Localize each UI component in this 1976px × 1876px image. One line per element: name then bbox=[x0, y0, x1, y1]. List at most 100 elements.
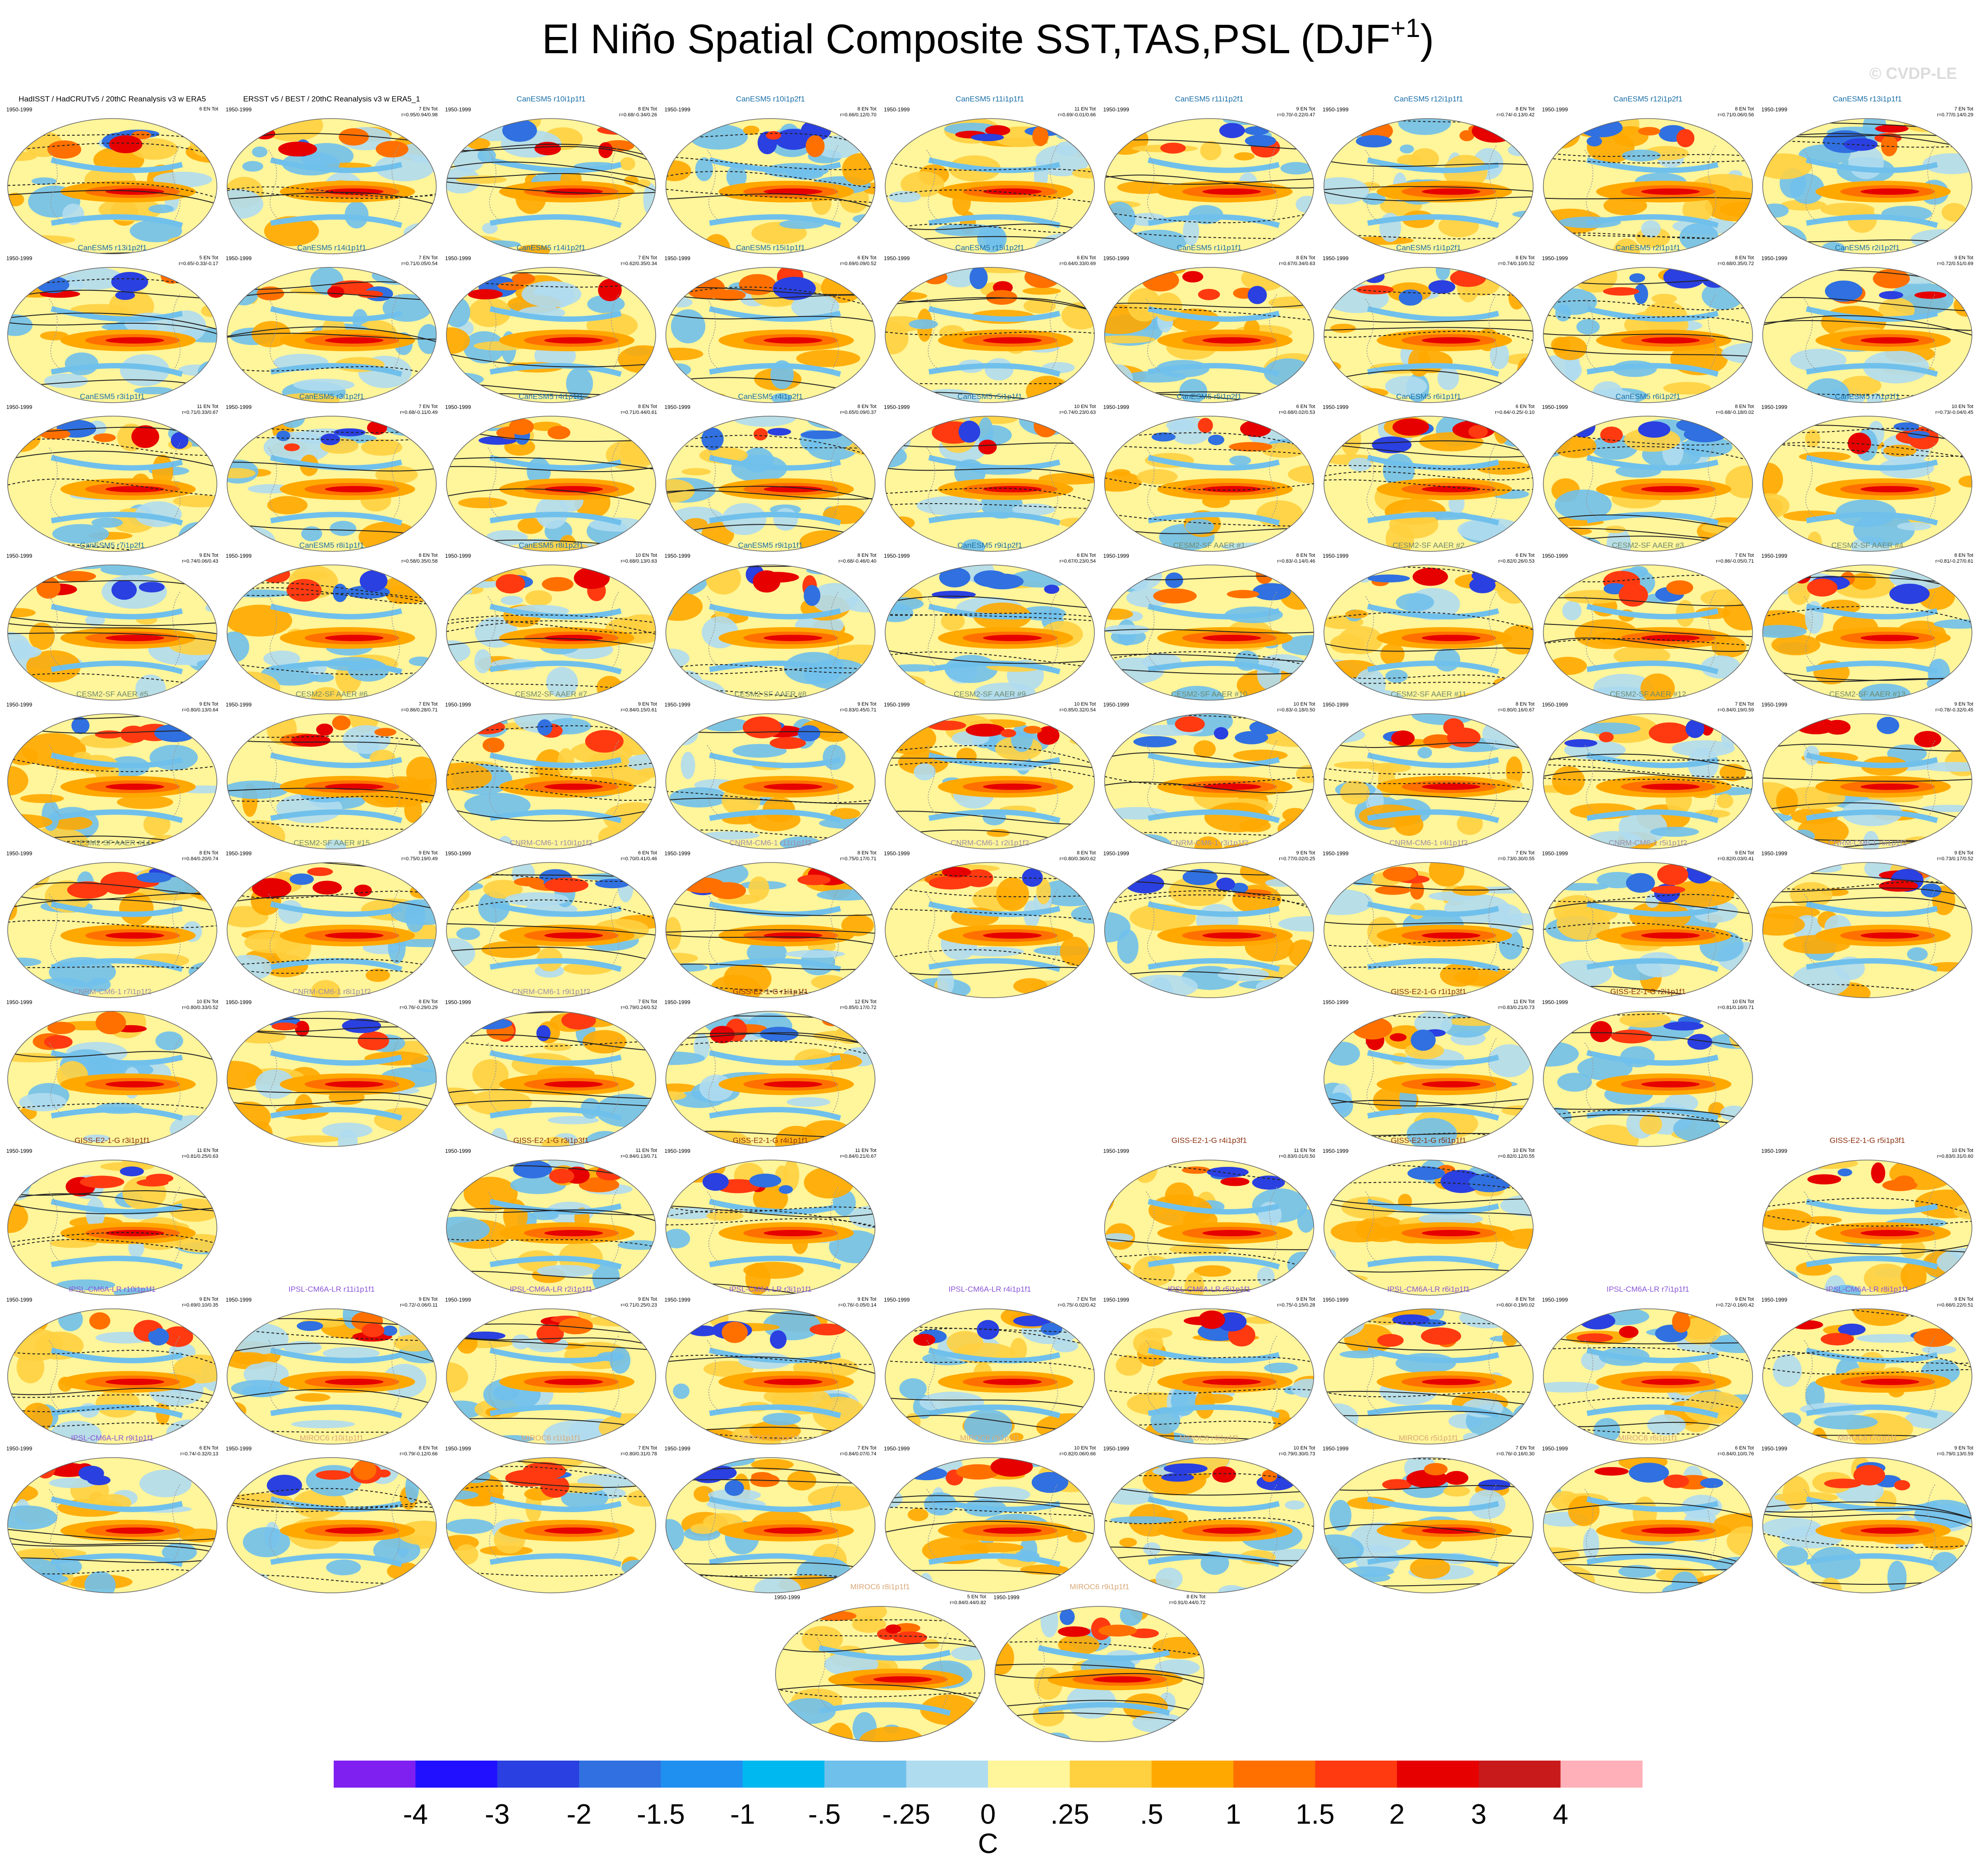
map-outline bbox=[7, 1011, 217, 1147]
psl-contour bbox=[1543, 1554, 1753, 1569]
psl-contour bbox=[1543, 1503, 1753, 1518]
panel-events: 8 EN Tot bbox=[1516, 106, 1535, 112]
map bbox=[885, 565, 1094, 700]
map-outline bbox=[1104, 713, 1314, 849]
wing bbox=[1806, 901, 1938, 917]
psl-contour bbox=[227, 1488, 437, 1507]
panel-period: 1950-1999 bbox=[884, 1297, 910, 1303]
panel-title: CanESM5 r6i1p1f1 bbox=[1396, 392, 1461, 401]
wing bbox=[489, 1107, 622, 1121]
high-latitude-patch bbox=[115, 290, 135, 300]
anomaly-patch bbox=[1335, 714, 1358, 736]
anomaly-patch bbox=[944, 123, 1000, 136]
anomaly-patch bbox=[995, 1610, 1023, 1624]
high-latitude-patch bbox=[712, 289, 746, 301]
panel-title: IPSL-CM6A-LR r9i1p1f1 bbox=[71, 1434, 153, 1442]
anomaly-patch bbox=[1324, 1534, 1364, 1565]
map-outline bbox=[1104, 1457, 1314, 1593]
map-outline bbox=[446, 862, 656, 998]
map-outline bbox=[1762, 1160, 1972, 1296]
enso-tongue bbox=[1422, 188, 1480, 195]
panel-stats: r=0.68/0.35/0.72 bbox=[1718, 261, 1754, 266]
panel-title: CNRM-CM6-1 r4i1p1f2 bbox=[1389, 839, 1468, 847]
panel-period: 1950-1999 bbox=[445, 553, 471, 559]
psl-contour bbox=[1543, 1110, 1753, 1130]
anomaly-patch bbox=[542, 1137, 570, 1147]
psl-contour bbox=[1543, 446, 1753, 462]
psl-contour bbox=[1104, 894, 1314, 907]
anomaly-patch bbox=[13, 1170, 32, 1193]
wing bbox=[928, 1553, 1061, 1567]
psl-contour bbox=[995, 1700, 1204, 1714]
map bbox=[8, 119, 217, 254]
panel-stats: r=0.67/0.23/0.54 bbox=[1060, 559, 1096, 564]
panel-events: 8 EN Tot bbox=[1735, 255, 1754, 261]
anomaly-patch bbox=[1482, 718, 1533, 750]
anomaly-patch bbox=[229, 280, 259, 306]
wing bbox=[489, 958, 622, 972]
panel-stats: r=0.72/-0.06/0.11 bbox=[400, 1303, 437, 1308]
panel-events: 8 EN Tot bbox=[1186, 1594, 1205, 1600]
panel-title: CNRM-CM6-1 r10i1p1f2 bbox=[510, 839, 592, 847]
psl-contour bbox=[885, 468, 1094, 479]
wing bbox=[1806, 1348, 1938, 1363]
map-outline bbox=[1762, 564, 1972, 701]
panel-title: IPSL-CM6A-LR r11i1p1f1 bbox=[289, 1285, 375, 1293]
wing bbox=[709, 455, 841, 471]
high-latitude-patch bbox=[111, 580, 137, 600]
psl-contour bbox=[1763, 1214, 1972, 1227]
psl-contour bbox=[1763, 897, 1972, 911]
panel-period: 1950-1999 bbox=[665, 999, 691, 1005]
high-latitude-patch bbox=[536, 1025, 551, 1041]
panel-period: 1950-1999 bbox=[445, 1297, 471, 1303]
anomaly-patch bbox=[1911, 229, 1970, 250]
enso-tongue bbox=[106, 784, 164, 790]
anomaly-patch bbox=[811, 583, 859, 614]
map bbox=[227, 1458, 437, 1593]
anomaly-patch bbox=[885, 603, 914, 623]
coastline bbox=[1804, 443, 1936, 520]
psl-contour bbox=[8, 1422, 217, 1434]
map bbox=[8, 862, 217, 998]
panel-period: 1950-1999 bbox=[226, 850, 252, 857]
panel-title: CanESM5 r14i1p1f1 bbox=[297, 243, 366, 252]
anomaly-patch bbox=[749, 1421, 801, 1441]
high-latitude-patch bbox=[1213, 727, 1229, 740]
anomaly-patch bbox=[1013, 978, 1048, 994]
anomaly-patch bbox=[501, 596, 523, 605]
wing bbox=[928, 512, 1061, 526]
high-latitude-patch bbox=[1389, 1033, 1407, 1041]
psl-contour bbox=[1543, 300, 1753, 311]
colorbar-unit: C bbox=[978, 1828, 998, 1859]
psl-contour bbox=[1543, 638, 1753, 646]
psl-contour bbox=[1324, 566, 1533, 582]
panel-stats: r=0.81/0.16/0.71 bbox=[1718, 1005, 1754, 1010]
colorbar-tick-label: 0 bbox=[980, 1799, 996, 1830]
panel-title: CESM2-SF AAER #12 bbox=[1610, 690, 1686, 698]
anomaly-patch bbox=[909, 319, 938, 329]
psl-contour bbox=[666, 156, 875, 170]
anomaly-patch bbox=[1355, 668, 1386, 700]
anomaly-patch bbox=[1907, 947, 1928, 961]
anomaly-patch bbox=[8, 1053, 62, 1063]
panel-title: CanESM5 r1i1p1f1 bbox=[1177, 243, 1242, 252]
map-outline bbox=[226, 1011, 437, 1147]
panel-title: GISS-E2-1-G r1i1p1f1 bbox=[733, 987, 808, 996]
coastline bbox=[1584, 1335, 1716, 1413]
anomaly-patch bbox=[1622, 149, 1661, 162]
high-latitude-patch bbox=[1398, 289, 1423, 306]
psl-contour bbox=[666, 1041, 875, 1057]
wing bbox=[1586, 1050, 1719, 1066]
anomaly-patch bbox=[387, 1562, 420, 1581]
map bbox=[8, 416, 217, 551]
map bbox=[446, 1458, 656, 1593]
high-latitude-patch bbox=[1252, 583, 1291, 601]
anomaly-patch bbox=[785, 950, 845, 958]
high-latitude-patch bbox=[913, 1334, 936, 1346]
coastline bbox=[49, 889, 181, 967]
psl-contour bbox=[227, 292, 437, 301]
